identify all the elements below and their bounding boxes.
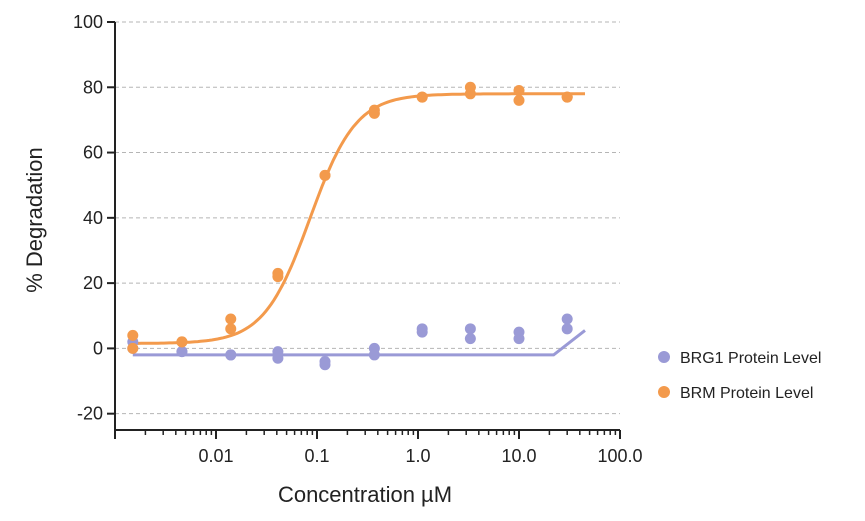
brg1-data-point — [368, 349, 380, 361]
brg1-data-point — [225, 349, 237, 361]
brm-data-point — [561, 91, 573, 103]
brm-data-point — [464, 88, 476, 100]
brm-data-point — [416, 91, 428, 103]
fit-curves — [132, 92, 586, 357]
brg1-data-point — [272, 352, 284, 364]
y-tick-label: -20 — [77, 404, 103, 424]
y-axis-title: % Degradation — [22, 147, 47, 293]
legend: BRG1 Protein Level BRM Protein Level — [658, 350, 821, 402]
x-axis-title: Concentration µM — [278, 482, 452, 507]
y-tick-label: 20 — [83, 273, 103, 293]
brm-data-point — [127, 342, 139, 354]
brm-data-point — [272, 271, 284, 283]
y-tick-label: 60 — [83, 143, 103, 163]
y-tick-label: 100 — [73, 12, 103, 32]
brg1-data-point — [319, 359, 331, 371]
data-points — [127, 81, 573, 371]
legend-label-brm: BRM Protein Level — [680, 385, 813, 402]
legend-label-brg1: BRG1 Protein Level — [680, 350, 821, 367]
brm-data-point — [513, 94, 525, 106]
brg1-fit-line — [132, 329, 586, 357]
x-tick-label: 0.01 — [198, 446, 233, 466]
grid-lines — [115, 21, 620, 415]
y-tick-label: 0 — [93, 338, 103, 358]
brg1-data-point — [561, 313, 573, 325]
brg1-data-point — [176, 346, 188, 358]
tick-labels: 100 80 60 40 20 0 -20 0.01 0.1 1.0 10.0 100.0 — [73, 12, 643, 466]
legend-marker-brm — [658, 386, 670, 398]
brm-data-point — [513, 85, 525, 97]
x-tick-label: 1.0 — [405, 446, 430, 466]
brm-fit-curve — [132, 92, 585, 345]
brg1-data-point — [513, 333, 525, 345]
x-tick-label: 10.0 — [501, 446, 536, 466]
brm-data-point — [368, 107, 380, 119]
legend-item-brg1: BRG1 Protein Level — [658, 350, 821, 367]
brm-data-point — [319, 169, 331, 181]
legend-item-brm: BRM Protein Level — [658, 385, 813, 402]
y-tick-label: 40 — [83, 208, 103, 228]
brm-data-point — [127, 329, 139, 341]
legend-marker-brg1 — [658, 351, 670, 363]
brg1-data-point — [561, 323, 573, 335]
brg1-data-point — [464, 323, 476, 335]
x-tick-label: 100.0 — [597, 446, 642, 466]
brm-data-point — [225, 313, 237, 325]
y-tick-label: 80 — [83, 77, 103, 97]
axes — [107, 21, 621, 439]
brg1-data-point — [464, 333, 476, 345]
x-tick-label: 0.1 — [304, 446, 329, 466]
brm-data-point — [225, 323, 237, 335]
brm-data-point — [176, 336, 188, 348]
brg1-data-point — [416, 326, 428, 338]
